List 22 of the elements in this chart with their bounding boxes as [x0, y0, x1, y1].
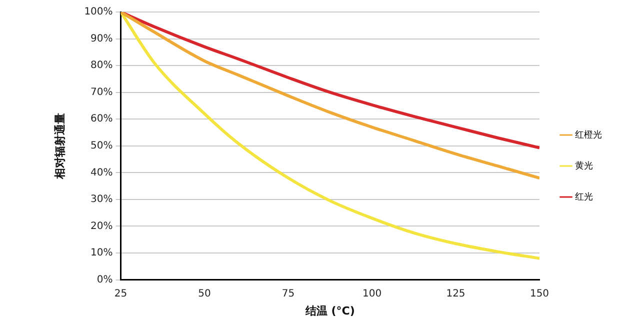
y-tick-label: 20% [90, 220, 113, 232]
legend-label: 红光 [575, 191, 593, 202]
y-tick-label: 60% [90, 114, 113, 125]
x-tick-label: 100 [362, 288, 382, 300]
y-tick-label: 70% [90, 86, 113, 98]
x-axis-title: 结温 (°C) [304, 304, 355, 318]
y-tick-label: 100% [84, 6, 113, 18]
y-tick-label: 90% [90, 33, 113, 44]
y-tick-label: 50% [90, 140, 113, 152]
y-tick-label: 80% [90, 60, 113, 72]
legend-label: 红橙光 [575, 129, 602, 140]
y-tick-label: 40% [90, 167, 113, 178]
x-tick-label: 150 [530, 288, 550, 300]
x-tick-label: 50 [198, 288, 211, 300]
y-tick-label: 0% [96, 274, 113, 286]
y-tick-label: 30% [90, 194, 113, 206]
x-tick-label: 75 [282, 288, 295, 300]
x-tick-label: 125 [446, 288, 466, 300]
x-tick-label: 25 [114, 288, 128, 300]
legend-label: 黄光 [575, 160, 593, 172]
y-tick-label: 10% [90, 248, 113, 259]
y-axis-title: 相对辐射通量 [53, 112, 66, 180]
